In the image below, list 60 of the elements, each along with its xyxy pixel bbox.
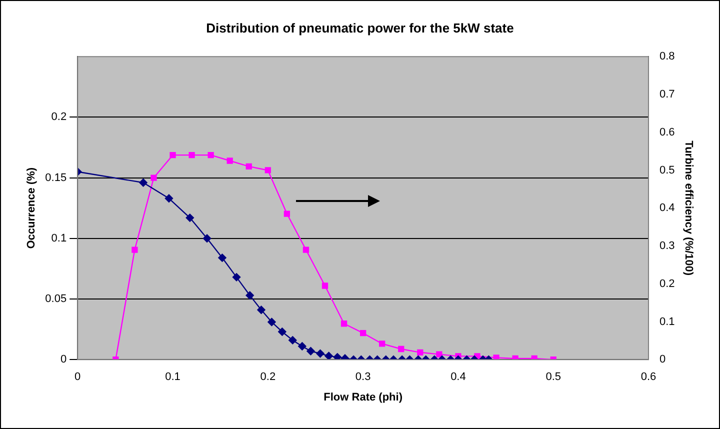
y2-tick-label: 0.8 [660, 50, 675, 63]
point [288, 336, 297, 344]
point [284, 210, 290, 217]
y-tick-label: 0 [60, 354, 67, 366]
x-tick-label: 0.5 [546, 371, 562, 384]
point [186, 214, 194, 222]
point [512, 355, 518, 360]
y2-tick-label: 0.2 [660, 278, 675, 290]
chart-title: Distribution of pneumatic power for the 5kW state [206, 20, 514, 36]
y2-tick-label: 0.4 [660, 202, 675, 214]
y2-tick-label: 0.6 [660, 126, 675, 138]
point [322, 282, 328, 289]
y-tick-label: 0.05 [45, 293, 67, 306]
x-axis-title: Flow Rate (phi) [324, 391, 403, 404]
y-axis-title: Occurrence (%) [26, 167, 38, 249]
x-tick-label: 0.1 [165, 371, 180, 384]
y2-tick-label: 0.5 [660, 164, 675, 176]
y-tick-label: 0.1 [51, 232, 67, 244]
x-tick-label: 0.6 [640, 371, 656, 384]
point [264, 167, 271, 174]
point [232, 273, 241, 282]
point [398, 346, 404, 352]
point [132, 246, 138, 253]
point [202, 234, 212, 242]
point [139, 178, 148, 187]
y2-tick-label: 0.1 [660, 316, 675, 328]
point [150, 174, 157, 181]
y2-tick-label: 0.3 [660, 240, 675, 252]
y-tick-label: 0.2 [51, 111, 67, 124]
point [246, 163, 252, 170]
point [417, 349, 424, 356]
y2-tick-label: 0.7 [660, 88, 675, 101]
point [436, 351, 442, 358]
y-tick-label: 0.15 [45, 172, 67, 184]
point [379, 340, 386, 347]
y2-tick-label: 0 [660, 354, 666, 366]
point [170, 152, 176, 158]
point [278, 328, 286, 336]
point [360, 330, 366, 336]
point [493, 354, 500, 360]
point [208, 152, 214, 158]
point [333, 353, 342, 360]
point [316, 349, 324, 358]
x-tick-label: 0.3 [355, 371, 371, 384]
point [302, 246, 310, 253]
x-tick-label: 0 [74, 371, 81, 384]
x-tick-label: 0.2 [260, 371, 276, 384]
point [298, 342, 306, 350]
point [306, 347, 315, 356]
point [246, 291, 254, 300]
point [188, 152, 195, 158]
point [164, 194, 174, 203]
point [226, 158, 233, 164]
point [257, 306, 266, 314]
point [218, 254, 226, 262]
x-tick-label: 0.4 [450, 371, 466, 384]
y2-axis-title: Turbine efficiency (%/100) [682, 140, 694, 276]
point [324, 352, 333, 360]
point [340, 320, 348, 327]
point [268, 318, 276, 326]
